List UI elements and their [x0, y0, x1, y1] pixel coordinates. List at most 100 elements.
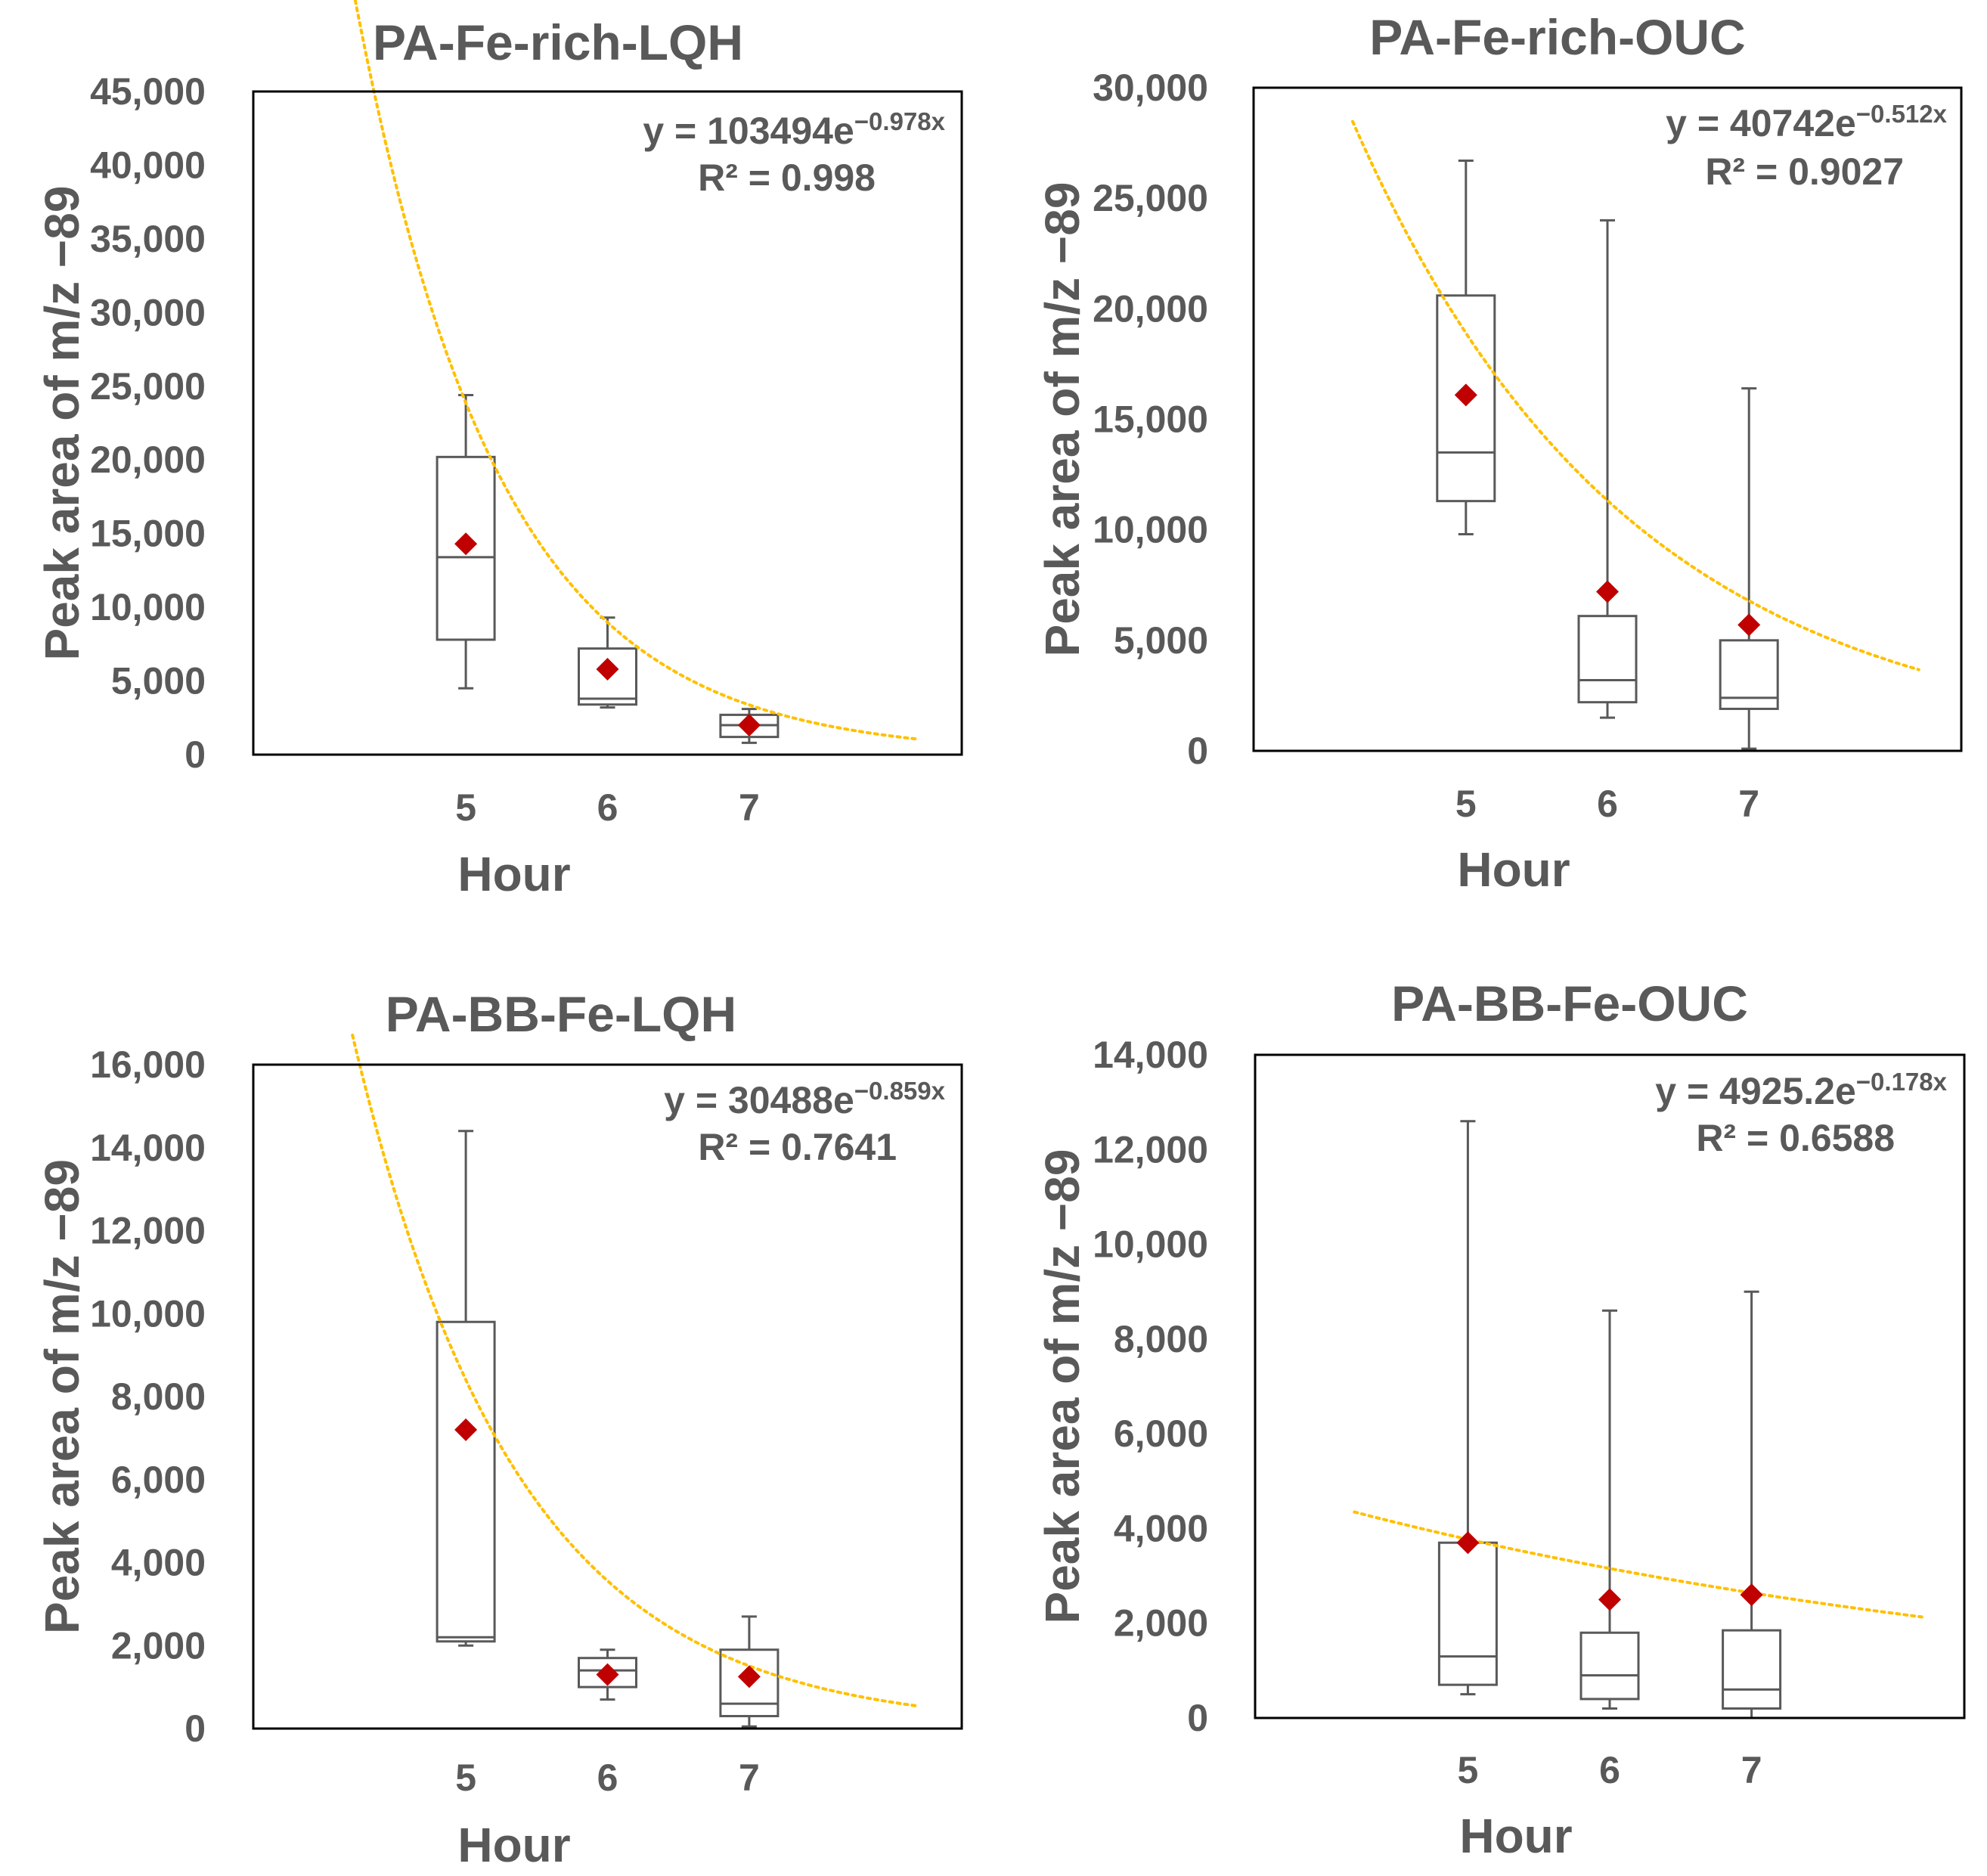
- y-axis-label: Peak area of m/z −89: [1035, 1149, 1090, 1624]
- y-tick-label: 25,000: [90, 365, 206, 408]
- y-axis-label: Peak area of m/z −89: [1035, 182, 1090, 657]
- x-tick-label: 5: [1457, 1749, 1478, 1791]
- mean-marker: [1740, 1583, 1763, 1607]
- chart-title: PA-BB-Fe-OUC: [1391, 975, 1748, 1031]
- y-tick-label: 20,000: [1093, 287, 1208, 330]
- chart-title: PA-Fe-rich-OUC: [1369, 9, 1745, 65]
- y-tick-label: 15,000: [90, 513, 206, 555]
- y-tick-label: 2,000: [1114, 1602, 1208, 1645]
- mean-marker: [1456, 1531, 1480, 1555]
- x-axis-label: Hour: [457, 847, 570, 901]
- mean-marker: [454, 1418, 478, 1441]
- mean-marker: [596, 657, 619, 681]
- box-5: [1436, 159, 1496, 536]
- x-axis-label: Hour: [1459, 1809, 1572, 1863]
- y-tick-label: 5,000: [1114, 619, 1208, 662]
- x-tick-label: 5: [455, 786, 476, 829]
- trendline-equation: y = 4925.2e−0.178x: [1655, 1068, 1947, 1112]
- y-tick-label: 40,000: [90, 144, 206, 186]
- equation-base: y = 103494e: [643, 110, 854, 152]
- plot-frame: [252, 90, 963, 756]
- x-tick-label: 7: [739, 786, 760, 829]
- x-tick-label: 6: [1597, 783, 1618, 825]
- box-iqr: [436, 1320, 496, 1643]
- equation-exponent: −0.859x: [854, 1077, 946, 1105]
- equation-exponent: −0.178x: [1856, 1068, 1948, 1096]
- y-tick-label: 35,000: [90, 218, 206, 260]
- y-tick-label: 30,000: [90, 291, 206, 333]
- x-axis-label: Hour: [457, 1818, 570, 1872]
- y-tick-label: 15,000: [1093, 398, 1208, 441]
- y-tick-label: 0: [1187, 730, 1208, 772]
- mean-marker: [454, 532, 478, 556]
- box-7: [1719, 387, 1779, 750]
- chart-title: PA-BB-Fe-LQH: [386, 986, 736, 1042]
- x-tick-label: 6: [1599, 1749, 1620, 1791]
- y-tick-label: 4,000: [1114, 1507, 1208, 1549]
- mean-marker: [737, 1665, 761, 1688]
- mean-marker: [1598, 1588, 1621, 1611]
- y-axis-label: Peak area of m/z −89: [35, 1159, 89, 1634]
- y-tick-label: 0: [184, 1707, 206, 1750]
- x-tick-label: 6: [597, 1757, 618, 1799]
- box-iqr: [1437, 1541, 1498, 1686]
- x-tick-label: 5: [455, 1757, 476, 1799]
- y-tick-label: 30,000: [1093, 67, 1208, 109]
- y-tick-label: 14,000: [90, 1127, 206, 1169]
- y-tick-label: 12,000: [90, 1210, 206, 1252]
- y-axis-label: Peak area of m/z −89: [35, 186, 89, 661]
- mean-marker: [596, 1663, 619, 1686]
- y-tick-label: 2,000: [111, 1624, 206, 1667]
- box-iqr: [1577, 615, 1638, 704]
- trendline: [353, 0, 921, 741]
- mean-marker: [1596, 580, 1619, 603]
- y-tick-label: 0: [184, 733, 206, 776]
- x-tick-label: 5: [1455, 783, 1477, 825]
- panel-1: PA-Fe-rich-LQH 0 5,000 10,000 15,000 20,000 25…: [35, 0, 963, 901]
- y-tick-label: 20,000: [90, 439, 206, 481]
- y-tick-label: 10,000: [1093, 1223, 1208, 1266]
- y-tick-label: 12,000: [1093, 1128, 1208, 1171]
- y-tick-label: 10,000: [90, 586, 206, 628]
- chart-title: PA-Fe-rich-LQH: [373, 14, 743, 70]
- y-tick-label: 10,000: [1093, 509, 1208, 551]
- y-tick-label: 4,000: [111, 1542, 206, 1584]
- equation-exponent: −0.978x: [854, 107, 946, 135]
- y-tick-label: 10,000: [90, 1292, 206, 1335]
- plot-frame: [252, 1063, 963, 1730]
- box-iqr: [1579, 1631, 1640, 1701]
- x-tick-label: 6: [597, 786, 618, 829]
- y-tick-label: 6,000: [1114, 1412, 1208, 1455]
- y-tick-label: 16,000: [90, 1043, 206, 1086]
- box-7: [1722, 1290, 1782, 1719]
- box-6: [1579, 1309, 1640, 1710]
- x-tick-label: 7: [739, 1757, 760, 1799]
- y-tick-label: 45,000: [90, 70, 206, 113]
- box-6: [1577, 219, 1638, 719]
- y-tick-label: 6,000: [111, 1459, 206, 1501]
- y-tick-label: 8,000: [111, 1375, 206, 1418]
- trendline-equation: y = 103494e−0.978x: [643, 107, 945, 152]
- equation-base: y = 40742e: [1666, 102, 1856, 144]
- mean-marker: [1454, 383, 1477, 407]
- panel-2: PA-Fe-rich-OUC 0 5,000 10,000 15,000 20,000 25…: [1035, 9, 1963, 897]
- x-tick-label: 7: [1738, 783, 1759, 825]
- equation-exponent: −0.512x: [1856, 100, 1948, 128]
- trendline: [351, 1034, 921, 1708]
- panel-4: PA-BB-Fe-OUC 0 2,000 4,000 6,000 8,000 10,000 1…: [1035, 975, 1966, 1863]
- y-tick-label: 5,000: [111, 660, 206, 702]
- y-tick-label: 0: [1187, 1697, 1208, 1739]
- trendline: [1351, 119, 1920, 671]
- equation-base: y = 4925.2e: [1655, 1070, 1856, 1112]
- equation-base: y = 30488e: [664, 1079, 854, 1121]
- plot-frame: [1252, 86, 1963, 752]
- box-5: [436, 1130, 496, 1647]
- x-axis-label: Hour: [1457, 842, 1570, 897]
- trendline-equation: y = 30488e−0.859x: [664, 1077, 945, 1121]
- plot-frame: [1254, 1053, 1966, 1719]
- y-tick-label: 25,000: [1093, 177, 1208, 219]
- trendline-equation: y = 40742e−0.512x: [1666, 100, 1947, 144]
- y-tick-label: 8,000: [1114, 1318, 1208, 1360]
- r-squared-label: R² = 0.6588: [1696, 1117, 1895, 1159]
